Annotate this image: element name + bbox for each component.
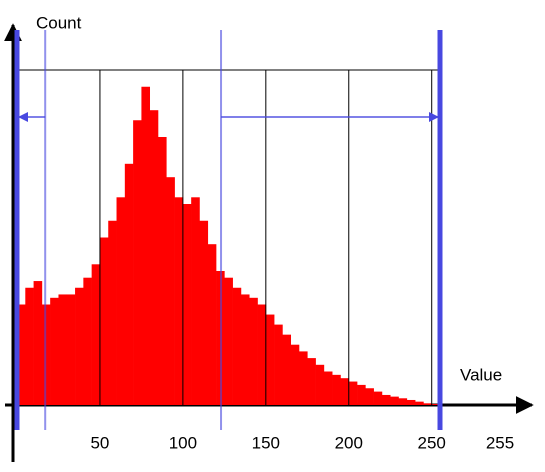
bar (133, 120, 142, 405)
bar (25, 287, 34, 405)
bar (257, 304, 267, 405)
bar (282, 334, 292, 405)
bar (307, 358, 316, 405)
bar (91, 264, 101, 405)
x-tick-label: 150 (252, 433, 280, 452)
bar (141, 86, 151, 405)
bar (240, 294, 250, 405)
bar (423, 403, 433, 405)
bar (290, 344, 300, 405)
bar (340, 378, 350, 405)
bar (299, 351, 308, 405)
bar (124, 163, 134, 405)
bar (158, 137, 167, 405)
x-end-label: 255 (486, 433, 514, 452)
bar (66, 294, 76, 405)
bar (332, 374, 341, 405)
bar (431, 403, 441, 405)
bar (182, 204, 192, 405)
bar (33, 281, 43, 405)
bar (232, 287, 242, 405)
bar (108, 220, 117, 405)
bar (348, 381, 358, 405)
bar (174, 197, 184, 405)
bar (357, 384, 366, 405)
bar (249, 297, 258, 405)
bar (265, 314, 275, 405)
bar (415, 401, 424, 405)
bar (149, 110, 159, 405)
bar (75, 287, 84, 405)
bar (207, 244, 217, 405)
x-tick-label: 100 (169, 433, 197, 452)
bar (83, 277, 92, 405)
x-axis-label: Value (460, 365, 502, 384)
bar (274, 324, 283, 405)
x-tick-label: 250 (418, 433, 446, 452)
bar (17, 304, 26, 405)
bar (199, 220, 209, 405)
bar (58, 294, 68, 405)
bar (390, 396, 399, 405)
x-tick-label: 200 (335, 433, 363, 452)
x-tick-label: 50 (90, 433, 109, 452)
bar (315, 364, 325, 405)
y-axis-label: Count (36, 13, 82, 32)
bar (406, 399, 416, 405)
bar (116, 197, 126, 405)
bar (373, 391, 383, 405)
bar (166, 177, 175, 405)
bar (224, 277, 233, 405)
bar (398, 398, 408, 405)
bar (99, 237, 109, 405)
bar (50, 297, 59, 405)
bar (381, 394, 391, 405)
bar (323, 371, 333, 405)
bar (365, 388, 374, 405)
bar (191, 197, 200, 405)
